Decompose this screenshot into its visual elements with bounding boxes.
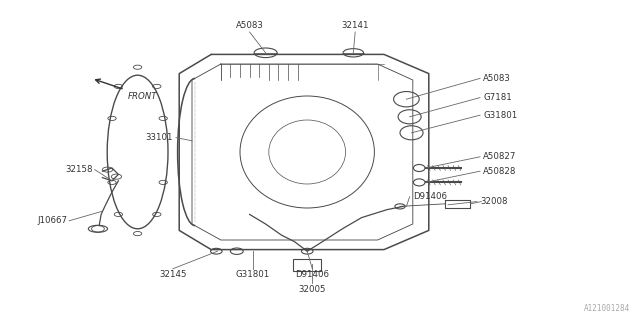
Text: 33101: 33101 bbox=[145, 133, 173, 142]
Text: 32145: 32145 bbox=[159, 270, 186, 279]
Text: A50828: A50828 bbox=[483, 167, 516, 176]
Text: G7181: G7181 bbox=[483, 93, 512, 102]
Text: D91406: D91406 bbox=[295, 270, 330, 279]
Text: D91406: D91406 bbox=[413, 192, 447, 201]
Text: 32008: 32008 bbox=[480, 197, 508, 206]
Text: A5083: A5083 bbox=[236, 21, 264, 30]
Text: G31801: G31801 bbox=[483, 111, 518, 120]
Text: 32141: 32141 bbox=[342, 21, 369, 30]
Text: G31801: G31801 bbox=[236, 270, 270, 279]
Text: 32005: 32005 bbox=[299, 285, 326, 294]
Text: J10667: J10667 bbox=[37, 216, 67, 225]
Text: A5083: A5083 bbox=[483, 74, 511, 83]
Text: A121001284: A121001284 bbox=[584, 304, 630, 313]
Text: A50827: A50827 bbox=[483, 152, 516, 161]
Text: FRONT: FRONT bbox=[128, 92, 157, 100]
Text: 32158: 32158 bbox=[65, 165, 93, 174]
